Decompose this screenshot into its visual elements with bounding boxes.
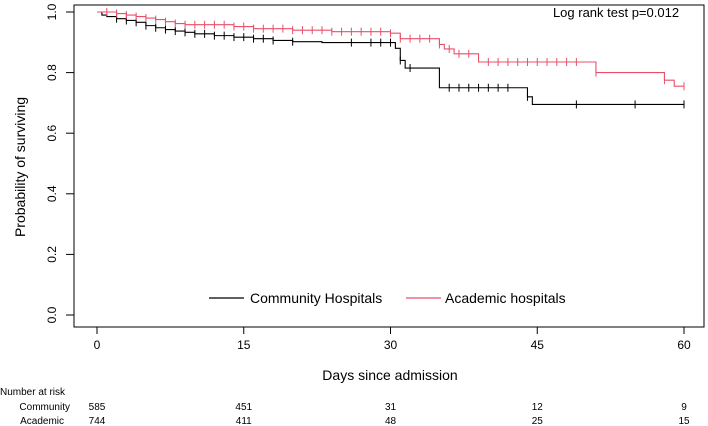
y-tick-label: 1.0 — [45, 3, 59, 20]
risk-value: 31 — [385, 402, 397, 413]
series-layer — [97, 8, 685, 109]
legend-label-academic: Academic hospitals — [445, 290, 566, 306]
x-tick-label: 45 — [531, 338, 545, 352]
risk-value: 744 — [89, 416, 106, 426]
y-axis: 0.0 0.2 0.4 0.6 0.8 1.0 — [45, 3, 75, 323]
legend-label-community: Community Hospitals — [250, 290, 382, 306]
risk-value: 585 — [89, 402, 106, 413]
risk-value: 48 — [385, 416, 397, 426]
x-tick-label: 15 — [237, 338, 251, 352]
risk-value: 25 — [532, 416, 544, 426]
risk-value: 411 — [236, 416, 252, 426]
risk-value: 12 — [532, 402, 544, 413]
y-axis-label: Probability of surviving — [12, 97, 28, 237]
plot-frame — [73, 4, 705, 328]
risk-value: 451 — [235, 402, 252, 413]
y-tick-label: 0.8 — [45, 64, 59, 81]
x-tick-label: 30 — [384, 338, 398, 352]
log-rank-annotation: Log rank test p=0.012 — [553, 5, 679, 20]
risk-row-label-academic: Academic — [20, 416, 64, 426]
risk-values: 585 451 31 12 9 744 411 48 25 15 — [89, 402, 690, 426]
y-tick-label: 0.6 — [45, 125, 59, 142]
risk-value: 9 — [681, 402, 687, 413]
x-axis-label: Days since admission — [322, 367, 457, 383]
legend: Community Hospitals Academic hospitals — [209, 290, 566, 306]
y-tick-label: 0.2 — [45, 246, 59, 263]
risk-row-label-community: Community — [19, 402, 70, 413]
y-tick-label: 0.4 — [45, 185, 59, 202]
x-tick-label: 0 — [94, 338, 101, 352]
risk-table: Number at risk Community Academic 585 451… — [0, 387, 690, 426]
risk-table-header: Number at risk — [0, 387, 66, 398]
x-tick-label: 60 — [677, 338, 691, 352]
x-axis: 0 15 30 45 60 — [94, 326, 691, 352]
y-tick-label: 0.0 — [45, 306, 59, 323]
risk-value: 15 — [678, 416, 690, 426]
